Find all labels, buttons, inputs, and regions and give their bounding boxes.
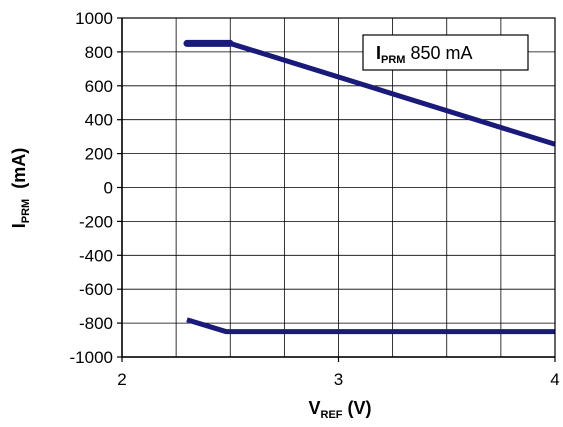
y-tick-label: 600 (85, 77, 113, 96)
series-line-2 (186, 317, 555, 335)
x-axis-title-suffix: (V) (343, 398, 372, 418)
y-tick-label: -400 (79, 246, 113, 265)
y-tick-label: -200 (79, 212, 113, 231)
y-tick-label: 800 (85, 43, 113, 62)
axes (117, 17, 556, 362)
legend-main: I (376, 43, 381, 63)
y-tick-label: 0 (104, 179, 113, 198)
x-axis-title: VREF (V) (308, 398, 371, 421)
x-tick-label: 2 (117, 370, 126, 389)
y-tick-label: 1000 (75, 9, 113, 28)
legend-box (362, 34, 529, 71)
legend-sub: PRM (381, 54, 405, 66)
x-tick-label: 4 (550, 370, 559, 389)
legend-value: 850 mA (405, 43, 472, 63)
y-axis-title-suffix: (mA) (9, 148, 29, 199)
series-layer (183, 39, 556, 335)
x-axis-title-main: V (308, 398, 320, 418)
x-tick-label: 3 (334, 370, 343, 389)
y-axis-title: IPRM (mA) (9, 148, 32, 228)
y-tick-label: 400 (85, 111, 113, 130)
y-tick-label: 200 (85, 145, 113, 164)
x-axis-title-sub: REF (321, 409, 343, 421)
y-tick-label: -600 (79, 280, 113, 299)
legend-label: IPRM 850 mA (376, 43, 473, 66)
y-tick-label: -800 (79, 314, 113, 333)
y-axis-title-main: I (9, 223, 29, 228)
y-tick-label: -1000 (70, 348, 113, 367)
y-axis-title-sub: PRM (20, 199, 32, 223)
legend: IPRM 850 mA (362, 34, 529, 71)
